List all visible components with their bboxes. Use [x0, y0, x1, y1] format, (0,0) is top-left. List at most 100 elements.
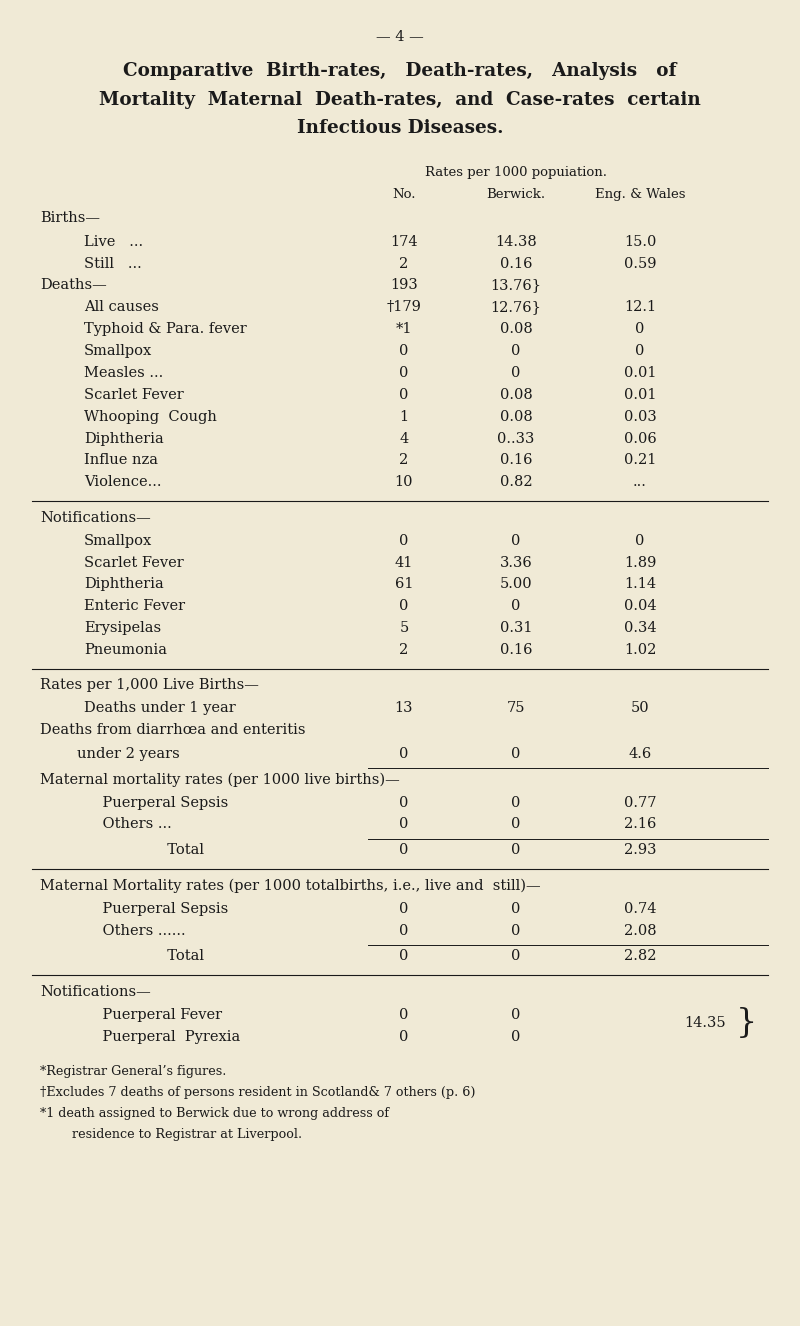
Text: 0: 0 [511, 843, 521, 858]
Text: Measles ...: Measles ... [84, 366, 163, 381]
Text: 0: 0 [399, 1008, 409, 1022]
Text: 2.82: 2.82 [624, 949, 656, 964]
Text: Notifications—: Notifications— [40, 511, 150, 525]
Text: Eng. & Wales: Eng. & Wales [594, 188, 686, 200]
Text: Scarlet Fever: Scarlet Fever [84, 556, 184, 570]
Text: Rates per 1,000 Live Births—: Rates per 1,000 Live Births— [40, 678, 259, 692]
Text: Births—: Births— [40, 211, 100, 225]
Text: 41: 41 [395, 556, 413, 570]
Text: Puerperal Fever: Puerperal Fever [84, 1008, 222, 1022]
Text: Total: Total [84, 949, 204, 964]
Text: 0: 0 [399, 1029, 409, 1044]
Text: 0: 0 [399, 533, 409, 548]
Text: 0: 0 [511, 343, 521, 358]
Text: 0: 0 [511, 796, 521, 810]
Text: Pneumonia: Pneumonia [84, 643, 167, 658]
Text: 2.93: 2.93 [624, 843, 656, 858]
Text: *Registrar General’s figures.: *Registrar General’s figures. [40, 1065, 226, 1078]
Text: 0: 0 [511, 817, 521, 831]
Text: Puerperal Sepsis: Puerperal Sepsis [84, 902, 228, 916]
Text: 193: 193 [390, 278, 418, 293]
Text: Puerperal  Pyrexia: Puerperal Pyrexia [84, 1029, 240, 1044]
Text: 0.82: 0.82 [500, 475, 532, 489]
Text: 2: 2 [399, 453, 409, 468]
Text: 0.04: 0.04 [624, 599, 656, 614]
Text: 0: 0 [399, 843, 409, 858]
Text: 3.36: 3.36 [500, 556, 532, 570]
Text: All causes: All causes [84, 300, 159, 314]
Text: 4: 4 [399, 431, 409, 446]
Text: 0: 0 [511, 1008, 521, 1022]
Text: Berwick.: Berwick. [486, 188, 546, 200]
Text: 0.74: 0.74 [624, 902, 656, 916]
Text: 0: 0 [511, 533, 521, 548]
Text: Erysipelas: Erysipelas [84, 621, 161, 635]
Text: Comparative  Birth-rates,   Death-rates,   Analysis   of: Comparative Birth-rates, Death-rates, An… [123, 62, 677, 81]
Text: 0: 0 [399, 747, 409, 761]
Text: Typhoid & Para. fever: Typhoid & Para. fever [84, 322, 246, 337]
Text: 0: 0 [399, 902, 409, 916]
Text: 0: 0 [399, 599, 409, 614]
Text: Others ...: Others ... [84, 817, 172, 831]
Text: 0.08: 0.08 [500, 410, 532, 424]
Text: Others ......: Others ...... [84, 923, 186, 937]
Text: 0: 0 [635, 343, 645, 358]
Text: Mortality  Maternal  Death-rates,  and  Case-rates  certain: Mortality Maternal Death-rates, and Case… [99, 90, 701, 109]
Text: Smallpox: Smallpox [84, 343, 152, 358]
Text: Maternal mortality rates (per 1000 live births)—: Maternal mortality rates (per 1000 live … [40, 772, 400, 786]
Text: 0: 0 [511, 902, 521, 916]
Text: 0.01: 0.01 [624, 366, 656, 381]
Text: 0.01: 0.01 [624, 387, 656, 402]
Text: 0: 0 [511, 923, 521, 937]
Text: 174: 174 [390, 235, 418, 249]
Text: Diphtheria: Diphtheria [84, 431, 164, 446]
Text: 13.76}: 13.76} [490, 278, 542, 293]
Text: 0: 0 [399, 343, 409, 358]
Text: 2.08: 2.08 [624, 923, 656, 937]
Text: 10: 10 [394, 475, 414, 489]
Text: 0.21: 0.21 [624, 453, 656, 468]
Text: ...: ... [633, 475, 647, 489]
Text: 1.89: 1.89 [624, 556, 656, 570]
Text: 0.34: 0.34 [624, 621, 656, 635]
Text: 0.59: 0.59 [624, 257, 656, 271]
Text: 1: 1 [399, 410, 409, 424]
Text: Smallpox: Smallpox [84, 533, 152, 548]
Text: *1: *1 [396, 322, 412, 337]
Text: 13: 13 [394, 701, 414, 716]
Text: *1 death assigned to Berwick due to wrong address of: *1 death assigned to Berwick due to wron… [40, 1107, 389, 1120]
Text: 0.08: 0.08 [500, 387, 532, 402]
Text: Scarlet Fever: Scarlet Fever [84, 387, 184, 402]
Text: 12.76}: 12.76} [490, 300, 542, 314]
Text: 0: 0 [511, 949, 521, 964]
Text: — 4 —: — 4 — [376, 30, 424, 45]
Text: residence to Registrar at Liverpool.: residence to Registrar at Liverpool. [40, 1128, 302, 1142]
Text: 2: 2 [399, 643, 409, 658]
Text: 5.00: 5.00 [500, 577, 532, 591]
Text: 0.08: 0.08 [500, 322, 532, 337]
Text: 0.16: 0.16 [500, 257, 532, 271]
Text: Live   ...: Live ... [84, 235, 143, 249]
Text: 0..33: 0..33 [498, 431, 534, 446]
Text: Diphtheria: Diphtheria [84, 577, 164, 591]
Text: 75: 75 [506, 701, 526, 716]
Text: Still   ...: Still ... [84, 257, 142, 271]
Text: 14.38: 14.38 [495, 235, 537, 249]
Text: 0: 0 [635, 322, 645, 337]
Text: 0.16: 0.16 [500, 453, 532, 468]
Text: 0: 0 [511, 1029, 521, 1044]
Text: 0.16: 0.16 [500, 643, 532, 658]
Text: 15.0: 15.0 [624, 235, 656, 249]
Text: 1.14: 1.14 [624, 577, 656, 591]
Text: Puerperal Sepsis: Puerperal Sepsis [84, 796, 228, 810]
Text: 12.1: 12.1 [624, 300, 656, 314]
Text: 5: 5 [399, 621, 409, 635]
Text: 61: 61 [394, 577, 414, 591]
Text: Violence...: Violence... [84, 475, 162, 489]
Text: 0: 0 [399, 366, 409, 381]
Text: 0: 0 [399, 923, 409, 937]
Text: Whooping  Cough: Whooping Cough [84, 410, 217, 424]
Text: 4.6: 4.6 [628, 747, 652, 761]
Text: 0: 0 [511, 599, 521, 614]
Text: Maternal Mortality rates (per 1000 totalbirths, i.e., live and  still)—: Maternal Mortality rates (per 1000 total… [40, 878, 541, 892]
